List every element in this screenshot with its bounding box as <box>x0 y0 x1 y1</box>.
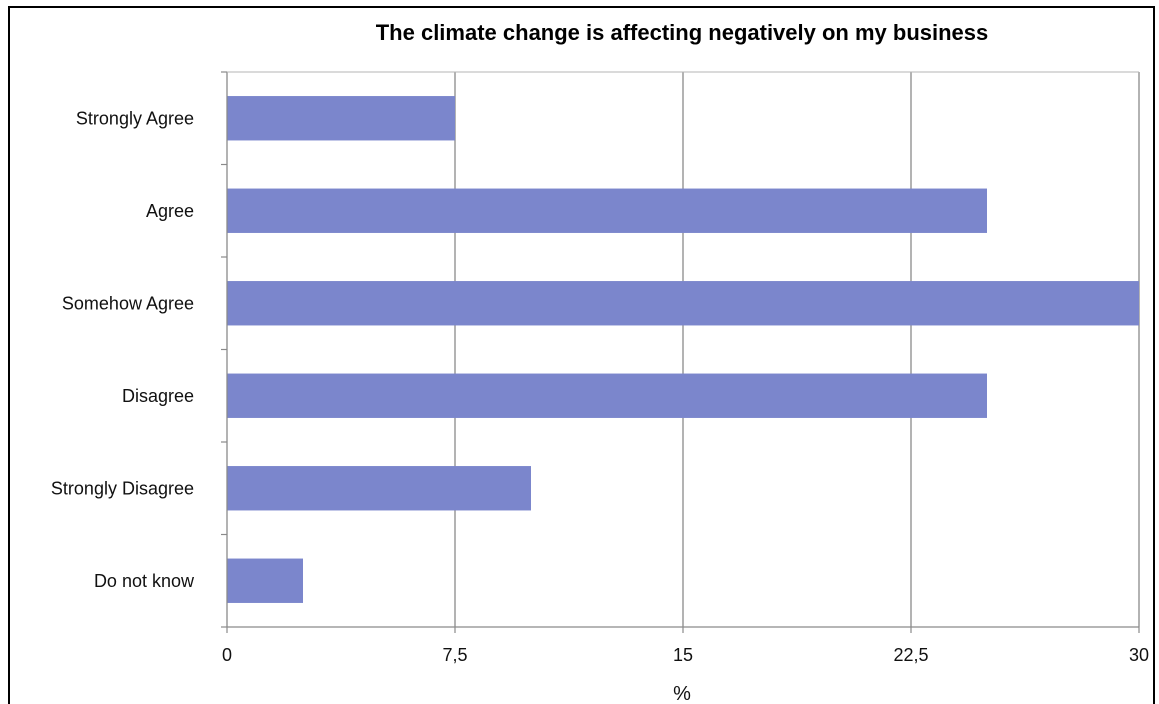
x-axis-label: % <box>673 683 691 704</box>
x-tick-label: 30 <box>1129 645 1149 665</box>
grid-lines <box>454 72 1140 627</box>
tick-labels: 0 7,5 15 22,5 30 <box>222 645 1149 665</box>
bar-somehow-agree <box>227 281 1139 326</box>
category-label: Strongly Disagree <box>51 478 194 498</box>
category-labels: Strongly Agree Agree Somehow Agree Disagree… <box>51 108 195 591</box>
x-tick-label: 15 <box>673 645 693 665</box>
bar-agree <box>227 188 987 233</box>
category-label: Disagree <box>122 386 194 406</box>
bar-disagree <box>227 373 987 418</box>
category-label: Do not know <box>94 571 195 591</box>
bar-strongly-disagree <box>227 466 531 511</box>
x-tick-label: 0 <box>222 645 232 665</box>
x-tick-label: 7,5 <box>442 645 467 665</box>
bars <box>227 96 1139 603</box>
category-label: Somehow Agree <box>62 293 194 313</box>
x-tick-label: 22,5 <box>893 645 928 665</box>
category-label: Agree <box>146 201 194 221</box>
axes <box>221 71 1140 633</box>
bar-strongly-agree <box>227 96 455 141</box>
category-label: Strongly Agree <box>76 108 194 128</box>
bar-do-not-know <box>227 558 303 603</box>
chart-title: The climate change is affecting negative… <box>376 20 989 45</box>
chart-frame <box>8 6 1155 704</box>
